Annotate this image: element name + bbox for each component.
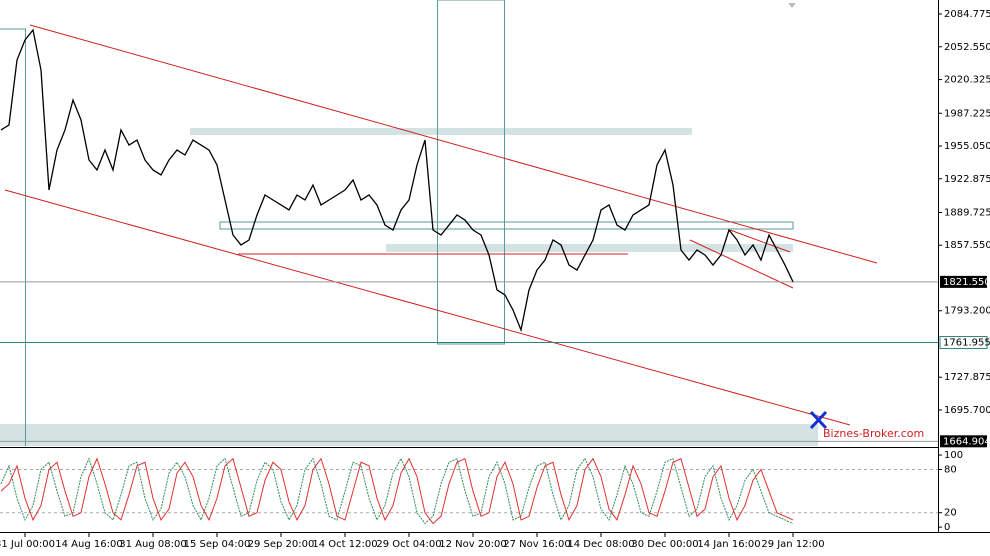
y-tick-label: 1987.225 — [944, 108, 990, 119]
y-tick-label: 1727.875 — [944, 372, 990, 383]
y-tick-label: 1889.725 — [944, 207, 990, 218]
y-tick-label: 2052.550 — [944, 42, 990, 53]
oscillator-line — [0, 457, 794, 525]
y-tick-label: 100 — [944, 450, 963, 461]
price-label-box — [939, 336, 988, 350]
y-tick-label: 1922.875 — [944, 174, 990, 185]
x-tick-label: 29 Jan 12:00 — [761, 539, 824, 550]
x-tick-label: 15 Sep 04:00 — [184, 539, 251, 550]
y-tick-label: 1955.050 — [944, 141, 990, 152]
y-tick-label: 1793.200 — [944, 306, 990, 317]
price-line-series — [0, 28, 794, 333]
price-label: 1761.955 — [943, 338, 990, 349]
x-tick-label: 14 Dec 08:00 — [567, 539, 634, 550]
x-tick-label: 14 Jan 16:00 — [697, 539, 760, 550]
x-tick-label: 31 Aug 08:00 — [119, 539, 186, 550]
x-tick-label: 30 Dec 00:00 — [631, 539, 698, 550]
y-tick-label: 1695.700 — [944, 405, 990, 416]
x-tick-label: 12 Nov 20:00 — [439, 539, 506, 550]
zone-outline — [437, 0, 505, 345]
oscillator-line — [0, 457, 794, 525]
watermark: Biznes-Broker.com — [823, 427, 924, 440]
zone — [386, 244, 793, 252]
y-tick-label: 2084.775 — [944, 9, 990, 20]
x-tick-label: 27 Nov 16:00 — [503, 539, 570, 550]
zone-outline — [219, 221, 794, 230]
y-tick-label: 2020.325 — [944, 75, 990, 86]
x-tick-label: 14 Oct 12:00 — [312, 539, 377, 550]
zone — [190, 128, 692, 135]
y-tick-label: 20 — [944, 508, 957, 519]
wedge-line — [729, 229, 791, 253]
x-tick-label: 29 Sep 20:00 — [248, 539, 315, 550]
price-label-box — [940, 435, 987, 448]
shift-marker — [788, 3, 796, 8]
x-tick-label: 31 Jul 00:00 — [0, 539, 55, 550]
zone — [0, 424, 818, 446]
y-tick-label: 1857.550 — [944, 240, 990, 251]
y-tick-label: 80 — [944, 464, 957, 475]
y-tick-label: 0 — [944, 522, 950, 533]
channel-line — [4, 189, 851, 426]
x-tick-label: 14 Aug 16:00 — [55, 539, 122, 550]
wedge-line — [689, 239, 794, 289]
target-marker — [809, 410, 828, 430]
price-label-box — [940, 275, 987, 288]
x-tick-label: 29 Oct 04:00 — [376, 539, 441, 550]
zone-outline — [0, 28, 26, 446]
price-label: 1664.904 — [943, 436, 990, 447]
price-label: 1821.550 — [943, 277, 990, 288]
channel-line — [29, 24, 878, 264]
